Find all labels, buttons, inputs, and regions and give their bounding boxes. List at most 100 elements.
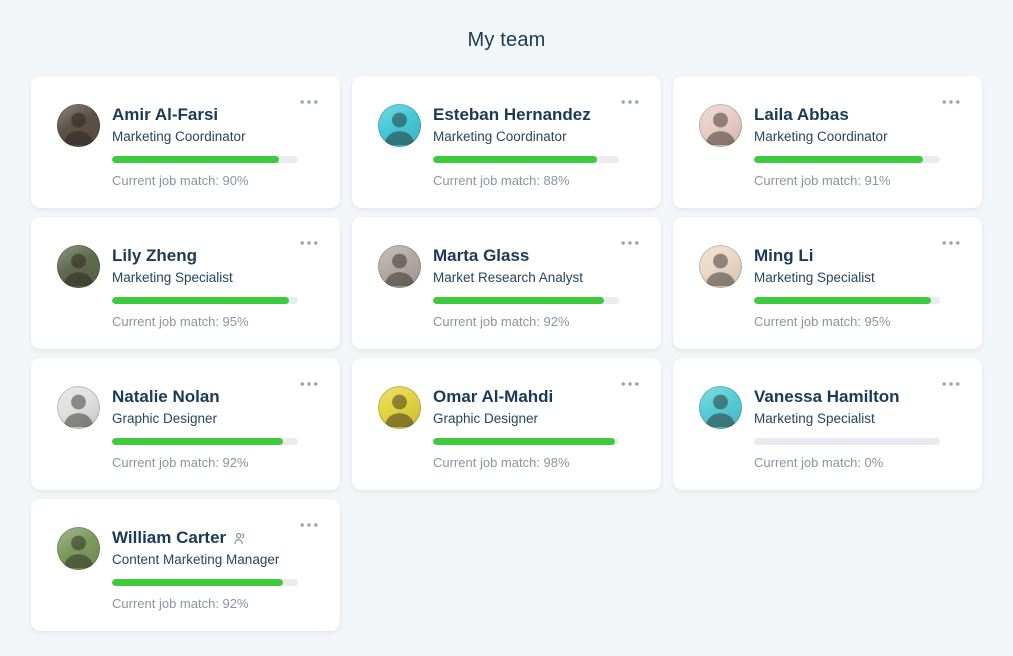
member-name-row: William Carter — [112, 527, 298, 548]
job-match-progress-bar — [754, 438, 940, 445]
member-name: Ming Li — [754, 246, 814, 265]
member-name: Laila Abbas — [754, 105, 849, 124]
member-role: Graphic Designer — [112, 411, 218, 426]
job-match-text: Current job match: 0% — [754, 455, 884, 470]
job-match-progress-bar — [112, 579, 298, 586]
job-match-progress-fill — [754, 297, 931, 304]
ellipsis-icon — [621, 100, 639, 104]
person-silhouette-icon — [705, 112, 736, 145]
person-silhouette-icon — [63, 535, 94, 568]
ellipsis-icon — [621, 241, 639, 245]
avatar — [57, 245, 100, 288]
more-options-button[interactable] — [296, 96, 322, 108]
member-role: Market Research Analyst — [433, 270, 584, 285]
member-info: Laila Abbas Marketing Coordinator Curren… — [754, 104, 940, 208]
member-info: Lily Zheng Marketing Specialist Current … — [112, 245, 298, 349]
member-name-row: Marta Glass — [433, 245, 619, 266]
job-match-progress-fill — [112, 438, 284, 445]
member-name: Natalie Nolan — [112, 387, 220, 406]
member-role: Marketing Specialist — [112, 270, 233, 285]
job-match-progress-bar — [754, 156, 940, 163]
ellipsis-icon — [942, 241, 960, 245]
team-member-card: William Carter Content Marketing Manager… — [31, 499, 340, 631]
ellipsis-icon — [300, 241, 318, 245]
member-name-row: Lily Zheng — [112, 245, 298, 266]
person-silhouette-icon — [63, 112, 94, 145]
member-role: Marketing Specialist — [754, 411, 875, 426]
avatar — [57, 104, 100, 147]
member-name: William Carter — [112, 528, 227, 547]
member-name: Esteban Hernandez — [433, 105, 591, 124]
member-name: Vanessa Hamilton — [754, 387, 900, 406]
member-role: Marketing Specialist — [754, 270, 875, 285]
job-match-text: Current job match: 92% — [433, 314, 570, 329]
job-match-progress-fill — [112, 579, 284, 586]
page-title: My team — [467, 29, 546, 51]
member-role: Graphic Designer — [433, 411, 539, 426]
job-match-progress-fill — [754, 156, 924, 163]
person-silhouette-icon — [63, 253, 94, 286]
team-member-card: Vanessa Hamilton Marketing Specialist Cu… — [673, 358, 982, 490]
job-match-text: Current job match: 91% — [754, 173, 891, 188]
member-name-row: Esteban Hernandez — [433, 104, 619, 125]
person-silhouette-icon — [705, 253, 736, 286]
ellipsis-icon — [300, 100, 318, 104]
job-match-text: Current job match: 92% — [112, 455, 249, 470]
ellipsis-icon — [942, 382, 960, 386]
team-member-card: Natalie Nolan Graphic Designer Current j… — [31, 358, 340, 490]
more-options-button[interactable] — [296, 237, 322, 249]
job-match-progress-fill — [433, 156, 597, 163]
job-match-text: Current job match: 88% — [433, 173, 570, 188]
more-options-button[interactable] — [938, 378, 964, 390]
avatar — [699, 104, 742, 147]
person-silhouette-icon — [384, 253, 415, 286]
team-grid: Amir Al-Farsi Marketing Coordinator Curr… — [31, 76, 982, 631]
my-team-page: My team Amir Al-Farsi Marketing Coordina — [31, 29, 982, 631]
more-options-button[interactable] — [296, 378, 322, 390]
member-name-row: Amir Al-Farsi — [112, 104, 298, 125]
member-info: Amir Al-Farsi Marketing Coordinator Curr… — [112, 104, 298, 208]
person-silhouette-icon — [63, 394, 94, 427]
more-options-button[interactable] — [617, 378, 643, 390]
job-match-progress-fill — [112, 297, 289, 304]
more-options-button[interactable] — [617, 237, 643, 249]
job-match-text: Current job match: 95% — [112, 314, 249, 329]
job-match-progress-bar — [433, 438, 619, 445]
team-member-card: Amir Al-Farsi Marketing Coordinator Curr… — [31, 76, 340, 208]
member-role: Content Marketing Manager — [112, 552, 280, 567]
avatar — [378, 245, 421, 288]
member-info: Marta Glass Market Research Analyst Curr… — [433, 245, 619, 349]
member-info: Ming Li Marketing Specialist Current job… — [754, 245, 940, 349]
member-info: Natalie Nolan Graphic Designer Current j… — [112, 386, 298, 490]
team-member-card: Ming Li Marketing Specialist Current job… — [673, 217, 982, 349]
team-member-card: Lily Zheng Marketing Specialist Current … — [31, 217, 340, 349]
ellipsis-icon — [300, 382, 318, 386]
job-match-progress-bar — [433, 156, 619, 163]
job-match-text: Current job match: 95% — [754, 314, 891, 329]
member-name: Amir Al-Farsi — [112, 105, 219, 124]
member-name: Marta Glass — [433, 246, 530, 265]
job-match-text: Current job match: 92% — [112, 596, 249, 611]
job-match-progress-fill — [433, 438, 616, 445]
more-options-button[interactable] — [617, 96, 643, 108]
avatar — [57, 527, 100, 570]
team-member-card: Omar Al-Mahdi Graphic Designer Current j… — [352, 358, 661, 490]
avatar — [57, 386, 100, 429]
member-name-row: Laila Abbas — [754, 104, 940, 125]
member-name-row: Omar Al-Mahdi — [433, 386, 619, 407]
more-options-button[interactable] — [938, 96, 964, 108]
person-silhouette-icon — [384, 112, 415, 145]
team-member-card: Marta Glass Market Research Analyst Curr… — [352, 217, 661, 349]
job-match-progress-bar — [433, 297, 619, 304]
more-options-button[interactable] — [296, 519, 322, 531]
job-match-progress-bar — [112, 438, 298, 445]
more-options-button[interactable] — [938, 237, 964, 249]
ellipsis-icon — [942, 100, 960, 104]
member-role: Marketing Coordinator — [433, 129, 567, 144]
job-match-progress-bar — [112, 297, 298, 304]
avatar — [699, 245, 742, 288]
avatar — [699, 386, 742, 429]
member-name-row: Natalie Nolan — [112, 386, 298, 407]
member-role: Marketing Coordinator — [112, 129, 246, 144]
member-info: Vanessa Hamilton Marketing Specialist Cu… — [754, 386, 940, 490]
